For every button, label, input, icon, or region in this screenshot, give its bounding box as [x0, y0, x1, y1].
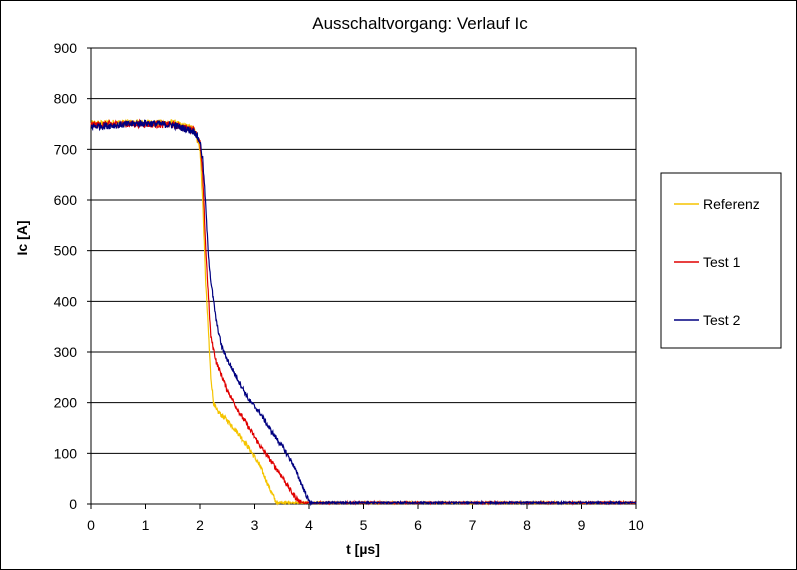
legend-items: Referenz Test 1 Test 2: [674, 196, 760, 328]
x-tick-label: 8: [523, 517, 531, 533]
legend: Referenz Test 1 Test 2: [660, 172, 782, 349]
y-tick-label: 500: [54, 243, 78, 259]
series-line-2: [90, 119, 637, 507]
x-tick-label: 7: [469, 517, 477, 533]
x-tick-label: 1: [142, 517, 150, 533]
y-axis-title: Ic [A]: [14, 221, 30, 256]
x-axis-tick-labels: 0 1 2 3 4 5 6 7 8 9 10: [87, 517, 644, 533]
x-tick-label: 5: [360, 517, 368, 533]
legend-label: Referenz: [703, 196, 760, 212]
y-tick-label: 700: [54, 141, 78, 157]
x-tick-label: 10: [628, 517, 644, 533]
series-lines: [90, 118, 637, 507]
series-line-0: [90, 118, 636, 506]
y-tick-label: 400: [54, 293, 78, 309]
y-axis-tick-labels: 0 100 200 300 400 500 600 700 800 900: [54, 40, 91, 512]
y-tick-label: 600: [54, 192, 78, 208]
x-tick-label: 6: [414, 517, 422, 533]
x-axis-tick-marks: [90, 504, 637, 509]
gridlines: [91, 47, 636, 505]
chart-title: Ausschaltvorgang: Verlauf Ic: [312, 14, 528, 33]
y-tick-label: 300: [54, 344, 78, 360]
x-tick-label: 2: [196, 517, 204, 533]
series-line-1: [90, 118, 637, 506]
x-tick-label: 4: [305, 517, 313, 533]
x-tick-label: 3: [251, 517, 259, 533]
y-tick-label: 800: [54, 91, 78, 107]
y-tick-label: 0: [69, 496, 77, 512]
legend-label: Test 2: [703, 312, 741, 328]
y-tick-label: 200: [54, 395, 78, 411]
legend-box: [660, 172, 782, 349]
y-tick-label: 900: [54, 40, 78, 56]
y-tick-label: 100: [54, 445, 78, 461]
legend-label: Test 1: [703, 254, 741, 270]
x-tick-label: 0: [87, 517, 95, 533]
x-axis-title: t [µs]: [346, 541, 380, 557]
x-tick-label: 9: [578, 517, 586, 533]
plot-area-border: [90, 47, 637, 505]
